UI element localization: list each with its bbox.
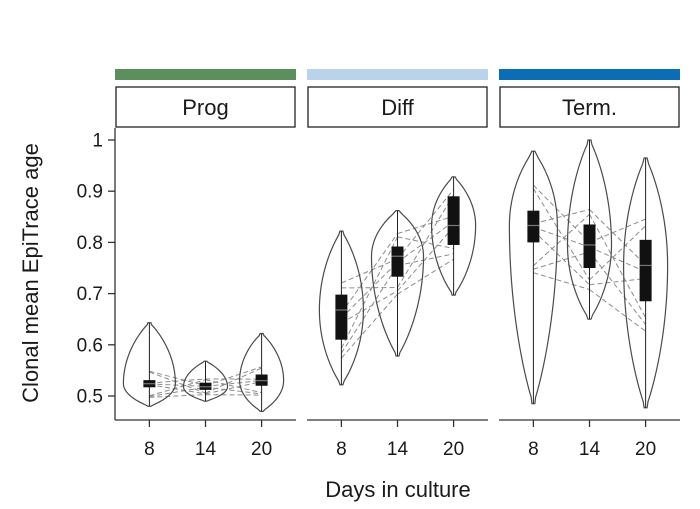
clone-line — [205, 386, 262, 395]
x-tick-label: 20 — [251, 439, 272, 460]
clone-line — [205, 367, 262, 394]
clone-line — [397, 226, 454, 292]
clone-line — [533, 209, 590, 225]
clone-line — [397, 215, 454, 235]
x-tick-label: 20 — [635, 439, 656, 460]
panel-label-box — [499, 86, 680, 128]
y-tick-label: 1 — [92, 131, 103, 152]
clone-line — [205, 366, 262, 387]
clone-line — [589, 289, 646, 332]
x-tick-label: 8 — [144, 439, 155, 460]
clone-line — [341, 258, 398, 284]
clone-line — [589, 246, 646, 273]
clone-line — [397, 194, 455, 288]
panel-label: Prog — [182, 95, 228, 120]
violin — [239, 332, 285, 412]
clone-line — [589, 251, 647, 325]
clone-trajectories — [149, 366, 262, 398]
y-tick-label: 0.7 — [77, 284, 103, 305]
clone-line — [397, 236, 454, 249]
x-tick-label: 8 — [528, 439, 539, 460]
clone-line — [205, 381, 262, 395]
panel-label: Diff — [381, 95, 414, 120]
x-tick-label: 8 — [336, 439, 347, 460]
clone-line — [149, 378, 206, 384]
panel-label-box — [115, 86, 296, 128]
x-tick-label: 20 — [443, 439, 464, 460]
clone-line — [533, 272, 590, 290]
iqr-box — [527, 210, 540, 243]
panel-label: Term. — [562, 95, 617, 120]
clone-line — [149, 370, 206, 387]
iqr-box — [391, 246, 404, 277]
violin — [623, 157, 669, 409]
clone-line — [533, 251, 590, 270]
iqr-box — [335, 294, 348, 340]
clone-line — [533, 213, 590, 267]
clone-line — [589, 218, 646, 243]
panel-label-box — [307, 86, 488, 128]
x-tick-label: 14 — [387, 439, 409, 460]
x-axis-title: Days in culture — [325, 477, 471, 502]
clone-line — [533, 226, 590, 248]
clone-line — [397, 221, 454, 263]
clone-line — [341, 293, 398, 359]
violin — [566, 139, 613, 320]
x-tick-label: 14 — [195, 439, 217, 460]
panel-color-strip — [307, 69, 488, 80]
clone-line — [532, 188, 590, 281]
clone-line — [589, 214, 647, 318]
clone-line — [341, 261, 398, 319]
panel-prog: Prog 8 14 20 — [115, 69, 296, 460]
violin — [122, 322, 176, 407]
panel-color-strip — [499, 69, 680, 80]
clone-line — [341, 290, 398, 324]
clone-line — [149, 383, 206, 387]
clone-line — [205, 379, 262, 387]
panel-term: Term. 8 14 20 — [499, 69, 680, 460]
iqr-box — [447, 196, 460, 245]
y-tick-label: 0.5 — [77, 387, 103, 408]
iqr-box — [639, 239, 652, 302]
clone-line — [397, 258, 454, 295]
clone-line — [533, 230, 590, 286]
panel-diff: Diff 8 14 20 — [307, 69, 488, 460]
y-tick-label: 0.9 — [77, 182, 103, 203]
clone-line — [149, 384, 206, 395]
violin — [508, 150, 558, 405]
clone-line — [589, 209, 646, 266]
y-tick-label: 0.8 — [77, 233, 103, 254]
clone-line — [589, 278, 646, 286]
violin — [370, 210, 425, 357]
clone-line — [149, 386, 206, 398]
panel-color-strip — [115, 69, 296, 80]
clone-line — [589, 225, 646, 281]
clone-trajectories — [532, 184, 647, 332]
iqr-box — [583, 224, 596, 268]
clone-line — [340, 265, 398, 354]
clone-trajectories — [340, 189, 455, 359]
violin — [182, 360, 229, 402]
clone-line — [340, 236, 398, 349]
clone-line — [397, 253, 454, 267]
clone-line — [340, 233, 398, 314]
violin — [431, 176, 477, 296]
clone-line — [397, 189, 454, 260]
clone-line — [149, 379, 206, 397]
clone-line — [149, 371, 206, 394]
clone-line — [533, 184, 590, 243]
violin — [318, 230, 364, 386]
y-axis-title: Clonal mean EpiTrace age — [18, 143, 43, 403]
clone-line — [205, 379, 262, 394]
x-tick-label: 14 — [579, 439, 601, 460]
y-tick-label: 0.6 — [77, 335, 103, 356]
clone-line — [149, 394, 206, 398]
